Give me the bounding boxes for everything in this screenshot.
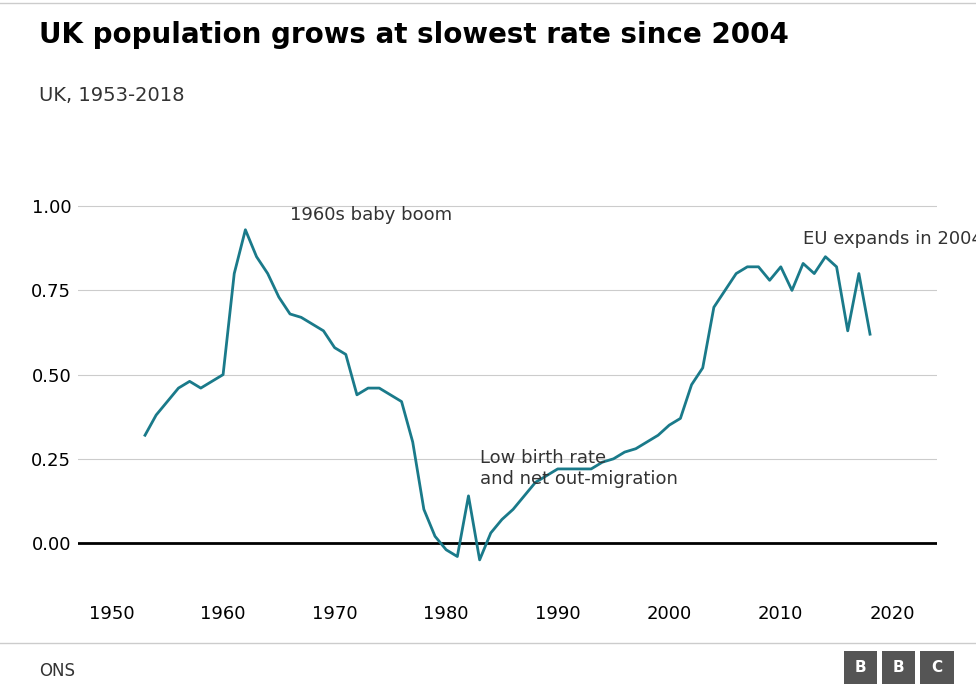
- Text: 1960s baby boom: 1960s baby boom: [290, 206, 452, 224]
- Text: UK, 1953-2018: UK, 1953-2018: [39, 86, 184, 106]
- Text: Low birth rate
and net out-migration: Low birth rate and net out-migration: [479, 448, 677, 488]
- Text: C: C: [931, 660, 943, 676]
- Text: B: B: [893, 660, 905, 676]
- Text: B: B: [855, 660, 867, 676]
- Text: ONS: ONS: [39, 662, 75, 680]
- Text: EU expands in 2004: EU expands in 2004: [803, 230, 976, 248]
- Text: UK population grows at slowest rate since 2004: UK population grows at slowest rate sinc…: [39, 21, 789, 49]
